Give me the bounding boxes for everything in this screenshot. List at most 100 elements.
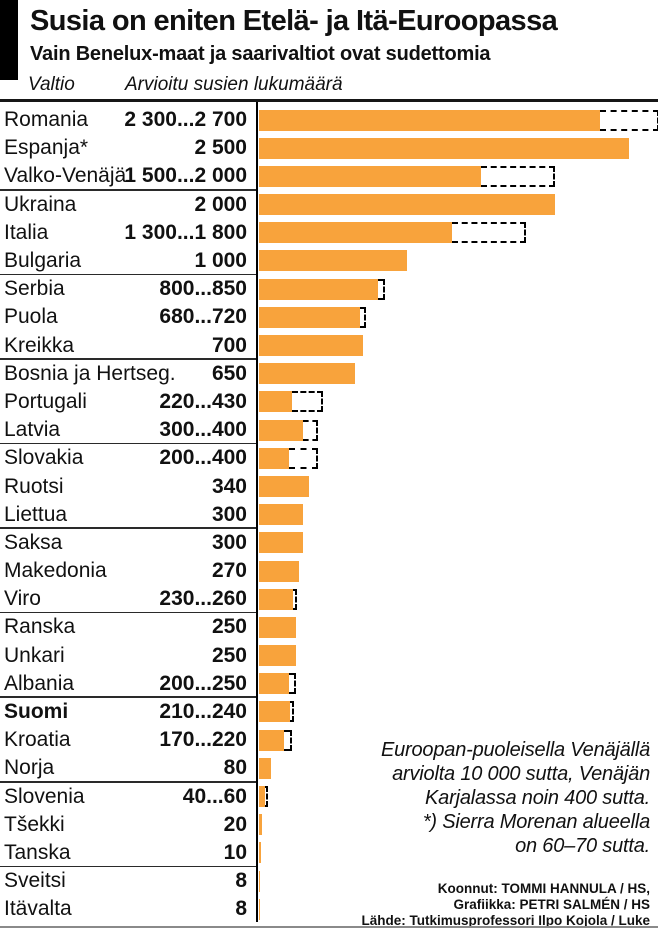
value-label: 680...720 <box>159 305 247 329</box>
value-label: 10 <box>223 840 247 864</box>
country-label: Liettua <box>4 502 68 526</box>
chart-row: Bosnia ja Hertseg. 650 <box>0 360 658 388</box>
bar-solid <box>259 729 285 751</box>
value-label: 80 <box>223 756 247 780</box>
bar-solid <box>259 532 304 554</box>
country-label: Serbia <box>4 277 65 301</box>
annotation-line: Euroopan-puoleisella Venäjällä <box>380 739 650 761</box>
bar-solid <box>259 363 356 385</box>
value-label: 250 <box>211 643 247 667</box>
country-label: Bulgaria <box>4 249 82 273</box>
chart-row: Makedonia 270 <box>0 557 658 585</box>
bar-range-dashed <box>288 447 319 469</box>
chart-row: Itävalta 8 <box>0 895 658 923</box>
bar-solid <box>259 560 299 582</box>
bar-solid <box>259 335 363 356</box>
bar-solid <box>259 278 378 300</box>
value-label: 2 000 <box>194 192 247 216</box>
annotation-line: on 60–70 sutta. <box>515 835 650 857</box>
country-label: Albania <box>4 671 75 695</box>
country-label: Slovakia <box>4 446 84 470</box>
bar-solid <box>259 673 289 695</box>
value-label: 1 000 <box>194 249 247 273</box>
country-label: Unkari <box>4 643 65 667</box>
bar-solid <box>259 250 408 272</box>
country-label: Ruotsi <box>4 474 64 498</box>
bar-solid <box>259 447 289 469</box>
country-label: Portugali <box>4 389 87 413</box>
bar-solid <box>259 306 360 328</box>
country-label: Slovenia <box>4 784 85 808</box>
chart-row: Ukraina 2 000 <box>0 191 658 219</box>
value-label: 230...260 <box>159 587 247 611</box>
value-label: 270 <box>211 559 247 583</box>
value-label: 200...250 <box>159 671 247 695</box>
value-label: 210...240 <box>159 700 247 724</box>
chart-row: Slovenia 40...60 <box>0 783 658 811</box>
brand-block <box>0 0 18 80</box>
value-label: 2 500 <box>194 136 247 160</box>
value-label: 700 <box>211 333 247 357</box>
chart-row: Ruotsi 340 <box>0 472 658 500</box>
bar-solid <box>259 222 452 244</box>
chart-row: Puola 680...720 <box>0 303 658 331</box>
bar-chart: Romania 2 300...2 700 Espanja* 2 500 Val… <box>0 106 658 923</box>
country-label: Kreikka <box>4 333 75 357</box>
credit-line-author: Koonnut: TOMMI HANNULA / HS, <box>437 881 650 896</box>
bar-solid <box>259 419 304 441</box>
bar-range-dashed <box>481 165 556 187</box>
chart-row: Latvia 300...400 <box>0 416 658 445</box>
bar-range-dashed <box>599 109 658 131</box>
chart-row: Norja 80 <box>0 754 658 783</box>
chart-row: Saksa 300 <box>0 529 658 557</box>
header-divider <box>0 99 658 102</box>
bar-solid <box>259 870 261 892</box>
bar-solid <box>259 109 600 131</box>
bar-range-dashed <box>291 391 323 413</box>
bar-solid <box>259 786 265 807</box>
value-label: 8 <box>235 897 247 921</box>
column-header-value: Arvioitu susien lukumäärä <box>125 74 343 95</box>
chart-row: Unkari 250 <box>0 642 658 670</box>
annotation-line: *) Sierra Morenan alueella <box>422 811 650 833</box>
bar-range-dashed <box>451 222 526 244</box>
value-label: 170...220 <box>159 728 247 752</box>
country-label: Tšekki <box>4 812 65 836</box>
annotation-line: arviolta 10 000 sutta, Venäjän <box>392 763 650 785</box>
value-label: 340 <box>211 474 247 498</box>
country-label: Makedonia <box>4 559 107 583</box>
country-label: Bosnia ja Hertseg. <box>4 361 176 385</box>
annotation-line: Karjalassa noin 400 sutta. <box>425 787 650 809</box>
bar-range-dashed <box>264 786 268 807</box>
bottom-divider <box>0 926 658 928</box>
value-label: 40...60 <box>182 784 247 808</box>
chart-row: Viro 230...260 <box>0 585 658 614</box>
chart-row: Italia 1 300...1 800 <box>0 219 658 247</box>
bar-range-dashed <box>303 419 319 441</box>
chart-row: Portugali 220...430 <box>0 388 658 416</box>
bar-range-dashed <box>290 701 295 723</box>
bar-range-dashed <box>288 673 296 695</box>
bar-solid <box>259 814 262 836</box>
country-label: Ukraina <box>4 192 77 216</box>
country-label: Kroatia <box>4 728 71 752</box>
value-label: 250 <box>211 615 247 639</box>
country-label: Puola <box>4 305 58 329</box>
bar-range-dashed <box>284 729 292 751</box>
value-label: 800...850 <box>159 277 247 301</box>
credit-line-source: Lähde: Tutkimusprofessori Ilpo Kojola / … <box>361 913 650 928</box>
value-label: 300 <box>211 530 247 554</box>
bar-solid <box>259 391 292 413</box>
country-label: Viro <box>4 587 41 611</box>
bar-solid <box>259 504 304 526</box>
chart-row: Bulgaria 1 000 <box>0 247 658 276</box>
country-label: Itävalta <box>4 897 72 921</box>
bar-solid <box>259 701 291 723</box>
page-title: Susia on eniten Etelä- ja Itä-Euroopassa <box>30 5 558 37</box>
credit-line-graphics: Grafiikka: PETRI SALMÉN / HS <box>453 897 650 912</box>
country-label: Norja <box>4 756 55 780</box>
chart-row: Serbia 800...850 <box>0 275 658 303</box>
value-label: 2 300...2 700 <box>124 108 247 132</box>
chart-row: Tšekki 20 <box>0 811 658 839</box>
country-label: Ranska <box>4 615 76 639</box>
